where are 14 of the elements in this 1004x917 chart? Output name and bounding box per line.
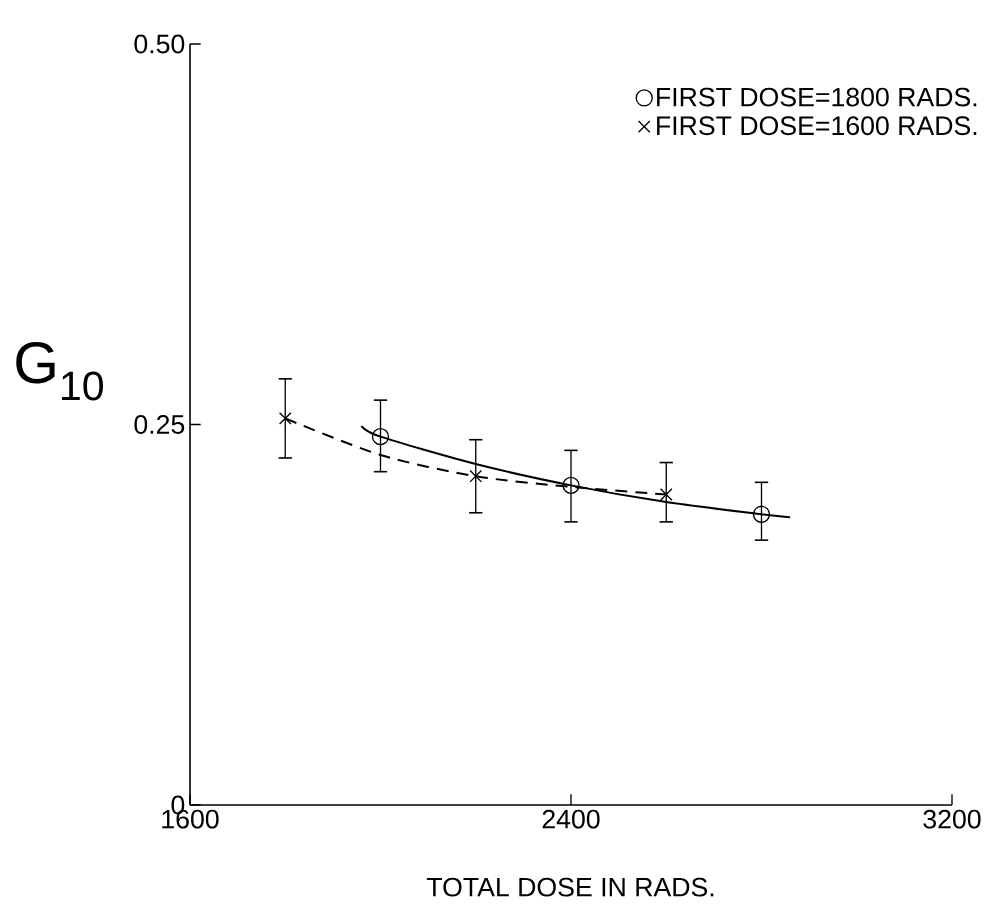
legend-label: FIRST DOSE=1800 RADS. (657, 87, 977, 107)
point (659, 488, 673, 501)
point (278, 412, 292, 425)
y-axis-title: G$_{10}$ (16, 341, 104, 401)
x-axis-title: TOTAL DOSE IN RADS. (426, 877, 714, 897)
point (371, 428, 390, 446)
y-tick-label: 0.50 (134, 34, 185, 54)
point (469, 469, 483, 483)
legend-label: FIRST DOSE=1600 RADS. (657, 116, 977, 136)
x-tick-label: 2400 (542, 809, 600, 829)
point (562, 476, 580, 495)
point (752, 505, 771, 523)
x-tick-label: 3200 (923, 809, 981, 829)
y-tick-label: 0.25 (134, 415, 185, 434)
